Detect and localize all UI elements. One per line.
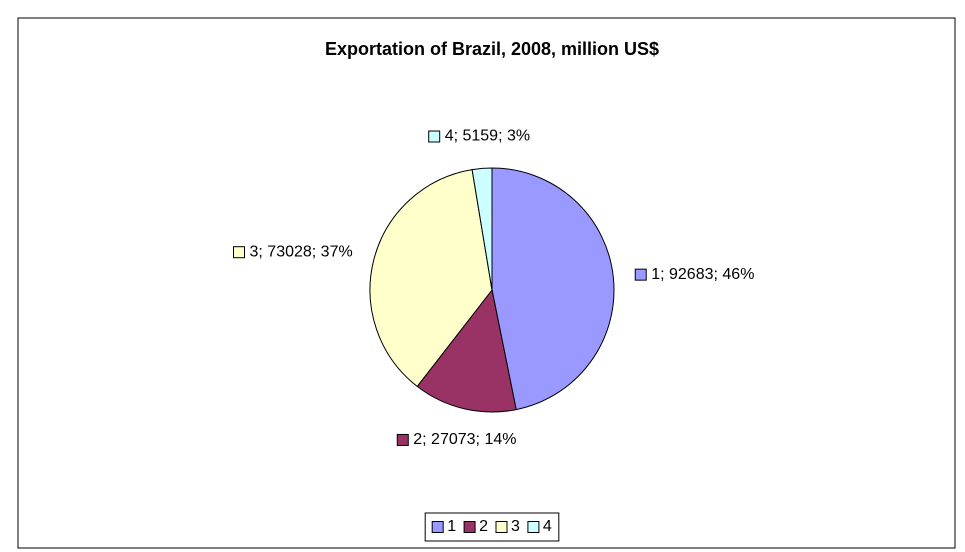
legend-label: 4 <box>543 518 552 535</box>
legend-label: 1 <box>447 518 456 535</box>
data-label-marker <box>233 246 246 259</box>
data-label-marker <box>634 268 647 281</box>
pie-slice <box>491 167 615 411</box>
legend-label: 2 <box>479 518 488 535</box>
legend-marker <box>495 521 508 533</box>
chart-title: Exportation of Brazil, 2008, million US$ <box>325 39 659 59</box>
legend-label: 3 <box>511 518 520 535</box>
data-label-marker <box>428 130 441 143</box>
legend-marker <box>527 521 540 533</box>
pie-slice <box>471 167 493 291</box>
pie-slice <box>416 288 517 413</box>
legend-marker <box>431 521 444 533</box>
data-label: 2; 27073; 14% <box>413 431 516 448</box>
data-label: 4; 5159; 3% <box>445 128 530 145</box>
data-label-marker <box>396 433 409 446</box>
data-label: 3; 73028; 37% <box>250 243 353 260</box>
data-label: 1; 92683; 46% <box>651 266 754 283</box>
legend-marker <box>463 521 476 533</box>
pie-slice <box>369 169 493 388</box>
